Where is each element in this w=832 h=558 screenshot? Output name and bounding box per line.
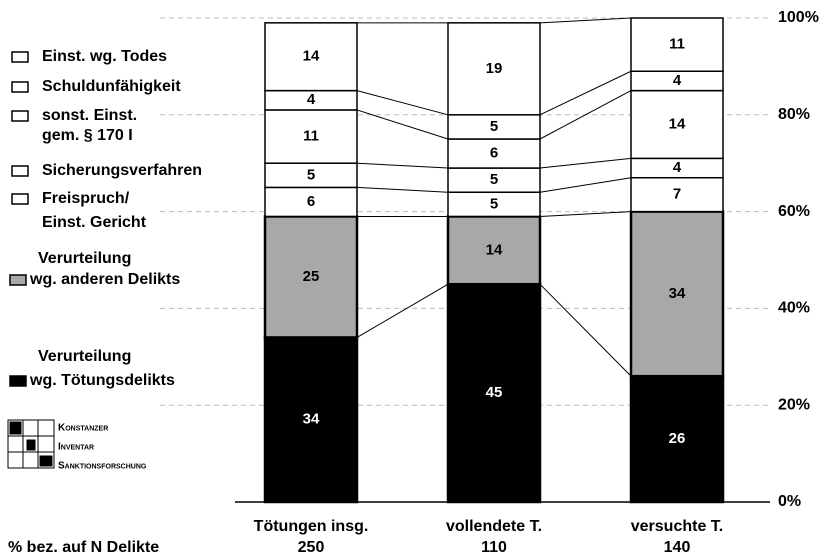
data-label: 5 [307, 166, 315, 183]
connector [356, 162, 449, 169]
data-label: 4 [673, 72, 682, 89]
connector [539, 283, 632, 377]
data-label: 4 [673, 159, 682, 176]
bar-segment [446, 215, 542, 286]
logo-icon [7, 419, 55, 469]
data-label: 26 [669, 430, 686, 447]
legend-swatch [9, 375, 27, 387]
data-label: 45 [486, 384, 503, 401]
data-label: 14 [486, 241, 503, 258]
legend-swatch [11, 110, 29, 122]
logo-text: Sanktionsforschung [58, 461, 147, 472]
connector [356, 283, 449, 338]
bar-segment [447, 138, 541, 169]
bar-segment [264, 109, 358, 164]
bar-segment [264, 22, 358, 92]
legend-label: Sicherungsverfahren [42, 162, 202, 179]
legend-label: Freispruch/ [42, 190, 130, 207]
n-title: % bez. auf N Delikte [8, 539, 159, 556]
connector [539, 211, 632, 217]
y-tick-label: 80% [778, 106, 810, 123]
bar-segment [264, 186, 358, 218]
legend-label: gem. § 170 I [42, 127, 133, 144]
data-label: 6 [490, 144, 498, 161]
x-tick-label: vollendete T. [446, 518, 542, 535]
connector [539, 17, 632, 24]
legend-swatch [9, 274, 27, 286]
connector [356, 90, 449, 116]
bar-segment [446, 282, 542, 504]
data-label: 5 [490, 118, 498, 135]
data-label: 7 [673, 186, 681, 203]
connector [356, 109, 449, 140]
logo-text: Inventar [58, 442, 94, 453]
legend-swatch [11, 51, 29, 63]
y-tick-label: 40% [778, 300, 810, 317]
legend-swatch [11, 193, 29, 205]
connector [539, 90, 632, 140]
logo-text: Konstanzer [58, 423, 108, 434]
data-label: 5 [490, 195, 498, 212]
bar-segment [263, 215, 359, 339]
y-tick-label: 0% [778, 493, 801, 510]
legend-label: Verurteilung [38, 250, 131, 267]
bar-segment [629, 374, 725, 504]
y-tick-label: 20% [778, 396, 810, 413]
data-label: 25 [303, 268, 320, 285]
data-label: 14 [303, 48, 320, 65]
legend-label: sonst. Einst. [42, 107, 137, 124]
legend-label: wg. Tötungsdelikts [29, 372, 175, 389]
n-label: 110 [481, 539, 507, 556]
legend-swatch [11, 81, 29, 93]
data-label: 14 [669, 115, 686, 132]
bar-segment [629, 210, 725, 378]
n-label: 140 [664, 539, 691, 556]
legend-label: Verurteilung [38, 348, 131, 365]
bar-segment [447, 191, 541, 218]
y-tick-label: 60% [778, 203, 810, 220]
data-label: 6 [307, 193, 315, 210]
data-label: 34 [669, 285, 686, 302]
connector [539, 157, 632, 169]
legend-label: Einst. wg. Todes [42, 48, 167, 65]
bar-segment [447, 167, 541, 193]
connector [539, 70, 632, 116]
x-tick-label: Tötungen insg. [254, 518, 369, 535]
data-label: 5 [490, 171, 498, 188]
bar-segment [447, 114, 541, 140]
y-tick-label: 100% [778, 9, 819, 26]
n-label: 250 [298, 539, 325, 556]
x-tick-label: versuchte T. [631, 518, 723, 535]
data-label: 4 [307, 91, 316, 108]
data-label: 34 [303, 411, 320, 428]
data-label: 19 [486, 60, 503, 77]
connector [356, 186, 449, 193]
legend-label: Schuldunfähigkeit [42, 78, 181, 95]
bar-segment [630, 17, 724, 72]
legend-label: Einst. Gericht [42, 214, 147, 231]
data-label: 11 [669, 36, 685, 53]
bar-segment [447, 22, 541, 116]
bar-segment [630, 176, 724, 213]
legend-swatch [11, 165, 29, 177]
data-label: 11 [303, 128, 319, 145]
legend-label: wg. anderen Delikts [29, 271, 180, 288]
connector [539, 177, 632, 193]
